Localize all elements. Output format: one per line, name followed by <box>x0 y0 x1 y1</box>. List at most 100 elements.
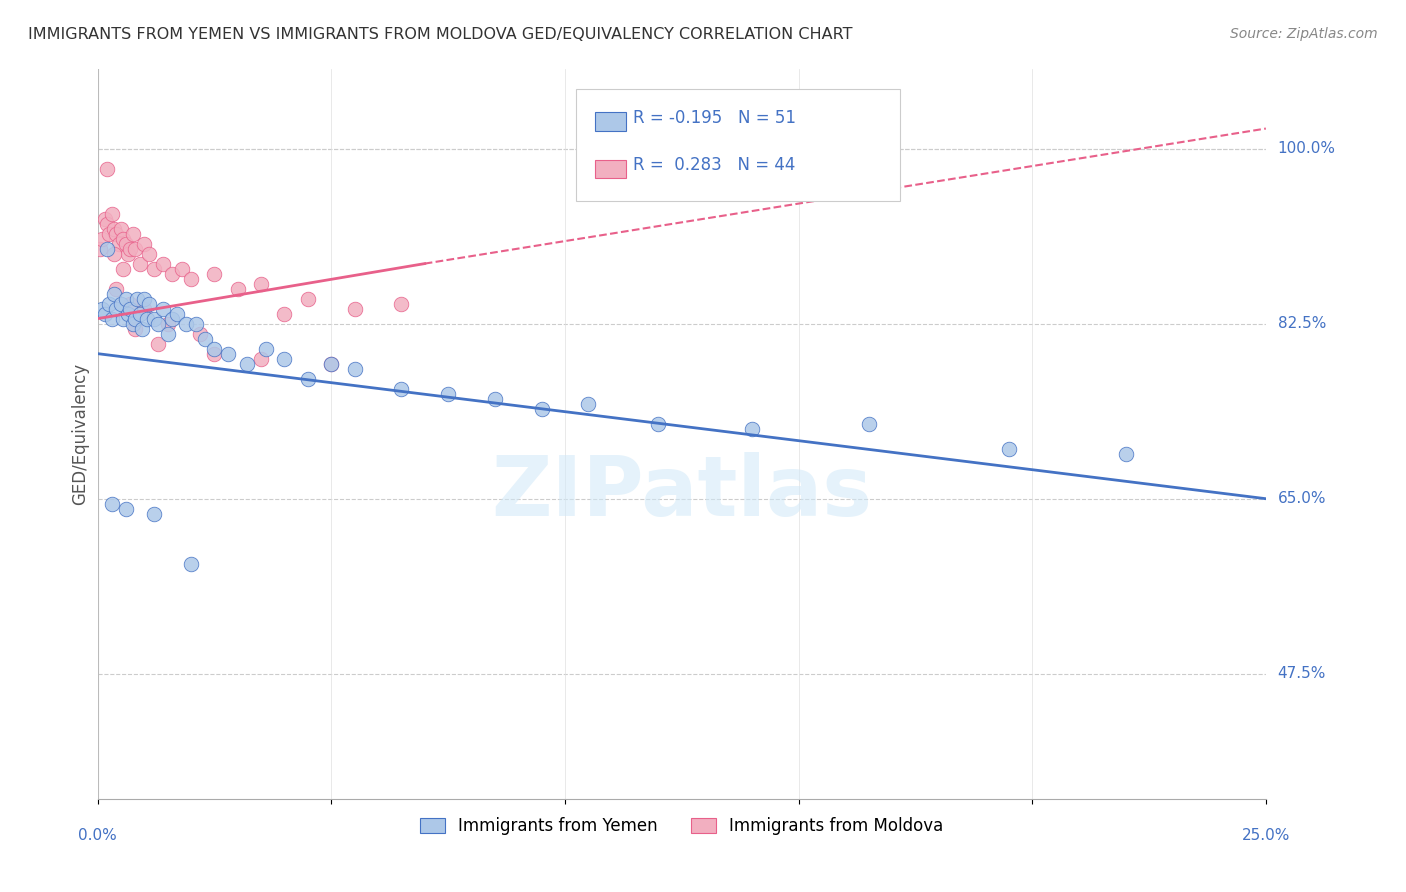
Point <box>124 242 146 256</box>
Point <box>273 307 295 321</box>
Point <box>105 227 128 241</box>
Point <box>117 307 139 321</box>
Point <box>93 307 115 321</box>
Point <box>138 246 160 260</box>
Point <box>103 246 125 260</box>
Point <box>91 231 114 245</box>
Point <box>127 292 149 306</box>
Point <box>194 332 217 346</box>
Point <box>91 301 114 316</box>
Point <box>121 227 143 241</box>
Point <box>103 221 125 235</box>
Point <box>180 557 202 571</box>
Point <box>389 296 412 310</box>
Point <box>484 392 506 406</box>
Point <box>114 501 136 516</box>
Point <box>162 267 184 281</box>
Point <box>120 296 142 310</box>
Text: 100.0%: 100.0% <box>1278 141 1336 156</box>
Text: 82.5%: 82.5% <box>1278 316 1326 331</box>
Point <box>343 301 366 316</box>
Point <box>142 261 165 276</box>
Point <box>112 311 135 326</box>
Point <box>148 317 170 331</box>
Legend: Immigrants from Yemen, Immigrants from Moldova: Immigrants from Yemen, Immigrants from M… <box>413 810 950 842</box>
Point <box>103 286 125 301</box>
Point <box>100 311 122 326</box>
Point <box>124 311 146 326</box>
Point <box>107 236 129 251</box>
Point <box>93 211 115 226</box>
Text: 25.0%: 25.0% <box>1241 828 1291 843</box>
Point <box>120 242 142 256</box>
Point <box>152 257 174 271</box>
Point <box>250 351 273 366</box>
Point <box>190 326 212 341</box>
Point <box>156 317 179 331</box>
Point <box>100 497 122 511</box>
Text: Source: ZipAtlas.com: Source: ZipAtlas.com <box>1230 27 1378 41</box>
Point <box>112 231 135 245</box>
Point <box>134 292 156 306</box>
Text: R =  0.283   N = 44: R = 0.283 N = 44 <box>633 156 794 174</box>
Point <box>437 386 460 401</box>
Point <box>89 242 111 256</box>
Text: IMMIGRANTS FROM YEMEN VS IMMIGRANTS FROM MOLDOVA GED/EQUIVALENCY CORRELATION CHA: IMMIGRANTS FROM YEMEN VS IMMIGRANTS FROM… <box>28 27 852 42</box>
Point <box>135 311 157 326</box>
Point <box>105 301 128 316</box>
Point <box>128 307 150 321</box>
Point <box>321 357 343 371</box>
Point <box>297 292 319 306</box>
Point <box>114 292 136 306</box>
Point <box>110 296 132 310</box>
Point <box>117 246 139 260</box>
Point <box>142 311 165 326</box>
Point <box>180 271 202 285</box>
Point <box>100 206 122 220</box>
Point <box>343 361 366 376</box>
Point <box>250 277 273 291</box>
Text: ZIPatlas: ZIPatlas <box>491 451 872 533</box>
Point <box>148 336 170 351</box>
Point <box>530 401 553 416</box>
Point <box>138 296 160 310</box>
Point <box>202 342 225 356</box>
Point <box>142 507 165 521</box>
Point <box>96 242 118 256</box>
Text: 65.0%: 65.0% <box>1278 491 1326 507</box>
Point <box>321 357 343 371</box>
Point <box>166 307 188 321</box>
Point <box>156 326 179 341</box>
Point <box>96 161 118 176</box>
Point <box>998 442 1021 456</box>
Point <box>741 422 763 436</box>
Point <box>105 282 128 296</box>
Point <box>120 301 142 316</box>
Point <box>112 261 135 276</box>
Point <box>273 351 295 366</box>
Point <box>202 346 225 360</box>
Point <box>217 346 239 360</box>
Point <box>114 236 136 251</box>
Point <box>134 301 156 316</box>
Point <box>134 236 156 251</box>
Point <box>124 321 146 335</box>
Point <box>162 311 184 326</box>
Point <box>184 317 207 331</box>
Text: 47.5%: 47.5% <box>1278 666 1326 681</box>
Point <box>110 221 132 235</box>
Point <box>389 382 412 396</box>
Text: 0.0%: 0.0% <box>79 828 117 843</box>
Text: R = -0.195   N = 51: R = -0.195 N = 51 <box>633 109 796 127</box>
Point <box>170 261 193 276</box>
Point <box>96 217 118 231</box>
Point <box>236 357 259 371</box>
Point <box>254 342 277 356</box>
Point <box>128 257 150 271</box>
Point <box>98 296 121 310</box>
Point <box>226 282 249 296</box>
Point <box>176 317 198 331</box>
Point <box>131 321 153 335</box>
Point <box>297 372 319 386</box>
Point <box>202 267 225 281</box>
